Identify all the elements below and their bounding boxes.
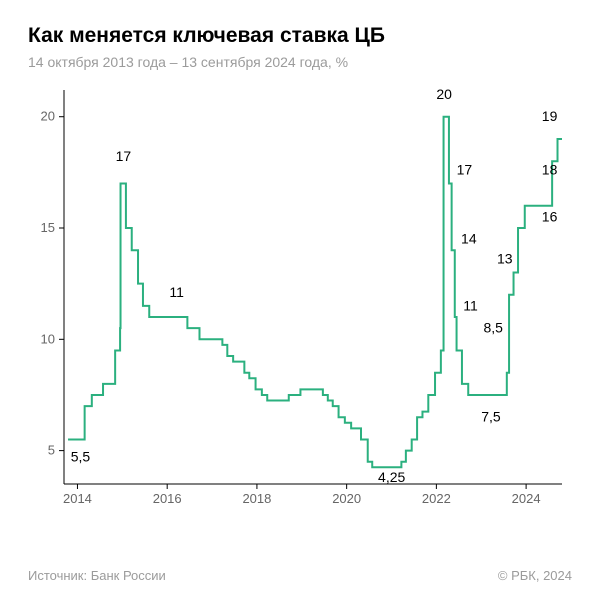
svg-text:14: 14 (461, 231, 477, 247)
source-label: Источник: Банк России (28, 568, 166, 583)
chart-container: Как меняется ключевая ставка ЦБ 14 октяб… (0, 0, 600, 597)
svg-text:11: 11 (463, 297, 478, 313)
svg-text:10: 10 (41, 331, 55, 346)
svg-text:16: 16 (542, 208, 558, 224)
svg-text:2018: 2018 (242, 491, 271, 506)
credit-label: © РБК, 2024 (498, 568, 572, 583)
svg-text:5: 5 (48, 443, 55, 458)
svg-text:17: 17 (116, 148, 132, 164)
svg-text:17: 17 (457, 162, 473, 178)
svg-text:13: 13 (497, 251, 513, 267)
chart-title: Как меняется ключевая ставка ЦБ (28, 24, 572, 48)
svg-text:2016: 2016 (153, 491, 182, 506)
svg-text:7,5: 7,5 (481, 409, 501, 425)
chart-svg: 51015202014201620182020202220245,517114,… (28, 82, 572, 512)
svg-text:20: 20 (436, 86, 452, 102)
svg-text:4,25: 4,25 (378, 469, 405, 485)
svg-text:8,5: 8,5 (483, 320, 503, 336)
svg-text:5,5: 5,5 (71, 449, 91, 465)
chart-footer: Источник: Банк России © РБК, 2024 (28, 568, 572, 583)
svg-text:2024: 2024 (512, 491, 541, 506)
chart-subtitle: 14 октября 2013 года – 13 сентября 2024 … (28, 54, 572, 70)
chart-plot-area: 51015202014201620182020202220245,517114,… (28, 82, 572, 512)
svg-text:11: 11 (169, 284, 184, 300)
svg-text:20: 20 (41, 109, 55, 124)
svg-text:15: 15 (41, 220, 55, 235)
svg-text:2020: 2020 (332, 491, 361, 506)
svg-text:2014: 2014 (63, 491, 92, 506)
svg-text:19: 19 (542, 108, 558, 124)
svg-text:18: 18 (542, 162, 558, 178)
svg-text:2022: 2022 (422, 491, 451, 506)
